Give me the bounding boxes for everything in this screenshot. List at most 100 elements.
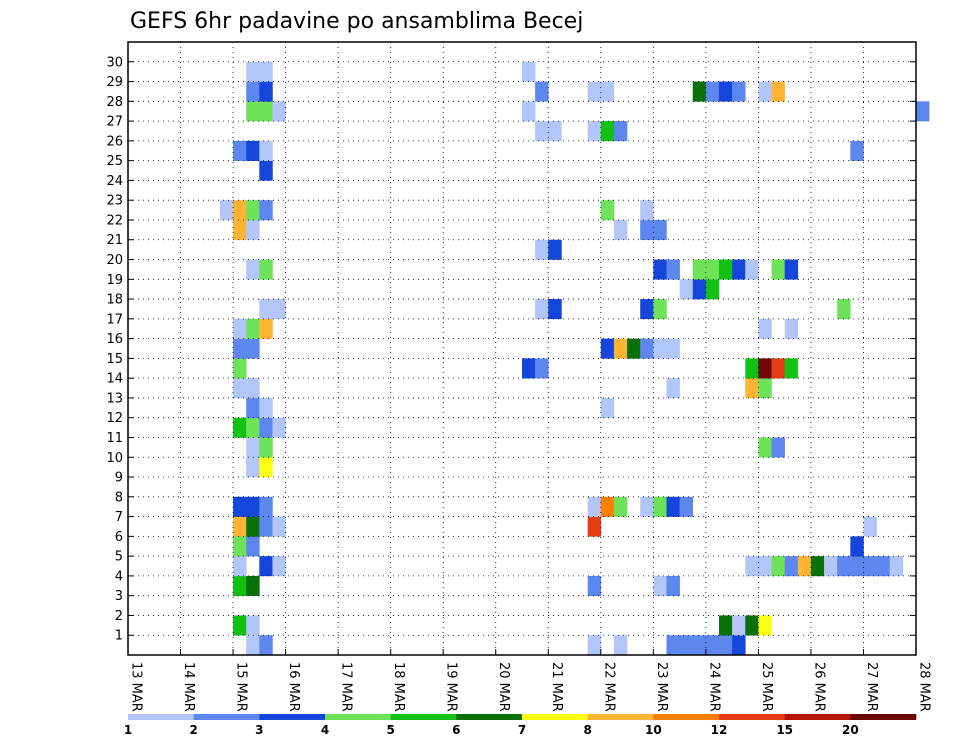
heatmap-cell — [259, 259, 273, 280]
heatmap-cell — [719, 635, 733, 656]
colorbar-swatch — [587, 714, 654, 720]
heatmap-cell — [233, 556, 247, 577]
colorbar-label: 15 — [776, 723, 793, 737]
heatmap-cell — [732, 635, 746, 656]
heatmap-cell — [771, 437, 785, 458]
heatmap-cell — [246, 536, 260, 557]
heatmap-cell — [745, 615, 759, 636]
x-tick-label: 23 MAR — [654, 662, 669, 712]
x-tick-label: 16 MAR — [286, 662, 301, 712]
colorbar-label: 5 — [386, 723, 394, 737]
colorbar-label: 12 — [711, 723, 728, 737]
heatmap-cell — [522, 358, 536, 379]
y-axis-ticks: 1234567891011121314151617181920212223242… — [106, 55, 916, 644]
colorbar-label: 20 — [842, 723, 859, 737]
heatmap-cell — [259, 437, 273, 458]
y-tick-label: 27 — [106, 115, 123, 130]
heatmap-cell — [246, 81, 260, 102]
y-tick-label: 15 — [106, 352, 123, 367]
heatmap-cell — [613, 635, 628, 656]
heatmap-cell — [784, 259, 799, 280]
y-tick-label: 18 — [106, 293, 123, 308]
heatmap-cell — [259, 101, 273, 122]
heatmap-cell — [259, 556, 273, 577]
y-tick-label: 20 — [106, 253, 123, 268]
heatmap-cell — [771, 358, 785, 379]
colorbar-swatch — [325, 714, 391, 720]
heatmap-cell — [233, 338, 247, 359]
heatmap-cell — [640, 200, 654, 221]
heatmap-cell — [259, 61, 273, 82]
colorbar-label: 10 — [645, 723, 662, 737]
x-tick-label: 22 MAR — [601, 662, 616, 712]
heatmap-cell — [666, 338, 680, 359]
y-tick-label: 30 — [106, 55, 123, 70]
x-tick-label: 15 MAR — [234, 662, 249, 712]
colorbar-label: 6 — [452, 723, 460, 737]
heatmap-cell — [233, 200, 247, 221]
heatmap-cell — [705, 279, 720, 300]
colorbar-swatch — [390, 714, 457, 720]
x-tick-label: 17 MAR — [339, 662, 354, 712]
heatmap-cell — [653, 219, 667, 241]
heatmap-cell — [272, 101, 286, 122]
heatmap-cell — [850, 556, 864, 577]
heatmap-cell — [758, 437, 772, 458]
y-tick-label: 2 — [115, 609, 123, 624]
heatmap-cell — [666, 496, 680, 517]
y-tick-label: 5 — [115, 550, 123, 565]
heatmap-cell — [259, 397, 273, 419]
heatmap-cell — [916, 101, 930, 122]
x-tick-label: 28 MAR — [917, 662, 932, 712]
heatmap-cell — [233, 516, 247, 537]
heatmap-cell — [246, 101, 260, 122]
heatmap-cell — [705, 635, 720, 656]
colorbar-swatch — [456, 714, 523, 720]
heatmap-cell — [771, 259, 785, 280]
heatmap-cell — [889, 556, 904, 577]
heatmap-cell — [246, 397, 260, 419]
heatmap-cell — [705, 81, 720, 102]
heatmap-cell — [246, 338, 260, 359]
heatmap-cell — [600, 496, 615, 517]
heatmap-cell — [758, 378, 772, 399]
x-tick-label: 25 MAR — [759, 662, 774, 712]
colorbar-label: 8 — [583, 723, 591, 737]
heatmap-cell — [233, 219, 247, 241]
grid-lines — [128, 42, 916, 655]
heatmap-cell — [613, 338, 628, 359]
heatmap-cell — [233, 140, 247, 161]
heatmap-cell — [824, 556, 838, 577]
colorbar-swatch — [653, 714, 720, 720]
y-tick-label: 9 — [115, 471, 123, 486]
heatmap-cell — [600, 200, 615, 221]
heatmap-cell — [771, 81, 785, 102]
heatmap-cell — [535, 358, 549, 379]
heatmap-cell — [613, 121, 628, 142]
heatmap-cell — [587, 121, 602, 142]
heatmap-cell — [587, 575, 602, 596]
colorbar-swatch — [784, 714, 851, 720]
heatmap-cell — [837, 556, 851, 577]
heatmap-cell — [705, 259, 720, 280]
y-tick-label: 1 — [115, 629, 123, 644]
heatmap-cells — [219, 61, 930, 656]
heatmap-cell — [548, 121, 562, 142]
y-tick-label: 26 — [106, 134, 123, 149]
heatmap-cell — [719, 615, 733, 636]
heatmap-cell — [535, 239, 549, 260]
heatmap-cell — [219, 200, 234, 221]
y-tick-label: 13 — [106, 391, 123, 406]
heatmap-cell — [600, 397, 615, 419]
colorbar-swatch — [193, 714, 260, 720]
x-tick-label: 21 MAR — [549, 662, 564, 712]
colorbar-label: 7 — [518, 723, 526, 737]
heatmap-cell — [246, 259, 260, 280]
colorbar-label: 4 — [321, 723, 329, 737]
y-tick-label: 29 — [106, 75, 123, 90]
heatmap-cell — [259, 140, 273, 161]
heatmap-cell — [272, 299, 286, 320]
y-tick-label: 28 — [106, 95, 123, 110]
y-tick-label: 22 — [106, 213, 123, 228]
